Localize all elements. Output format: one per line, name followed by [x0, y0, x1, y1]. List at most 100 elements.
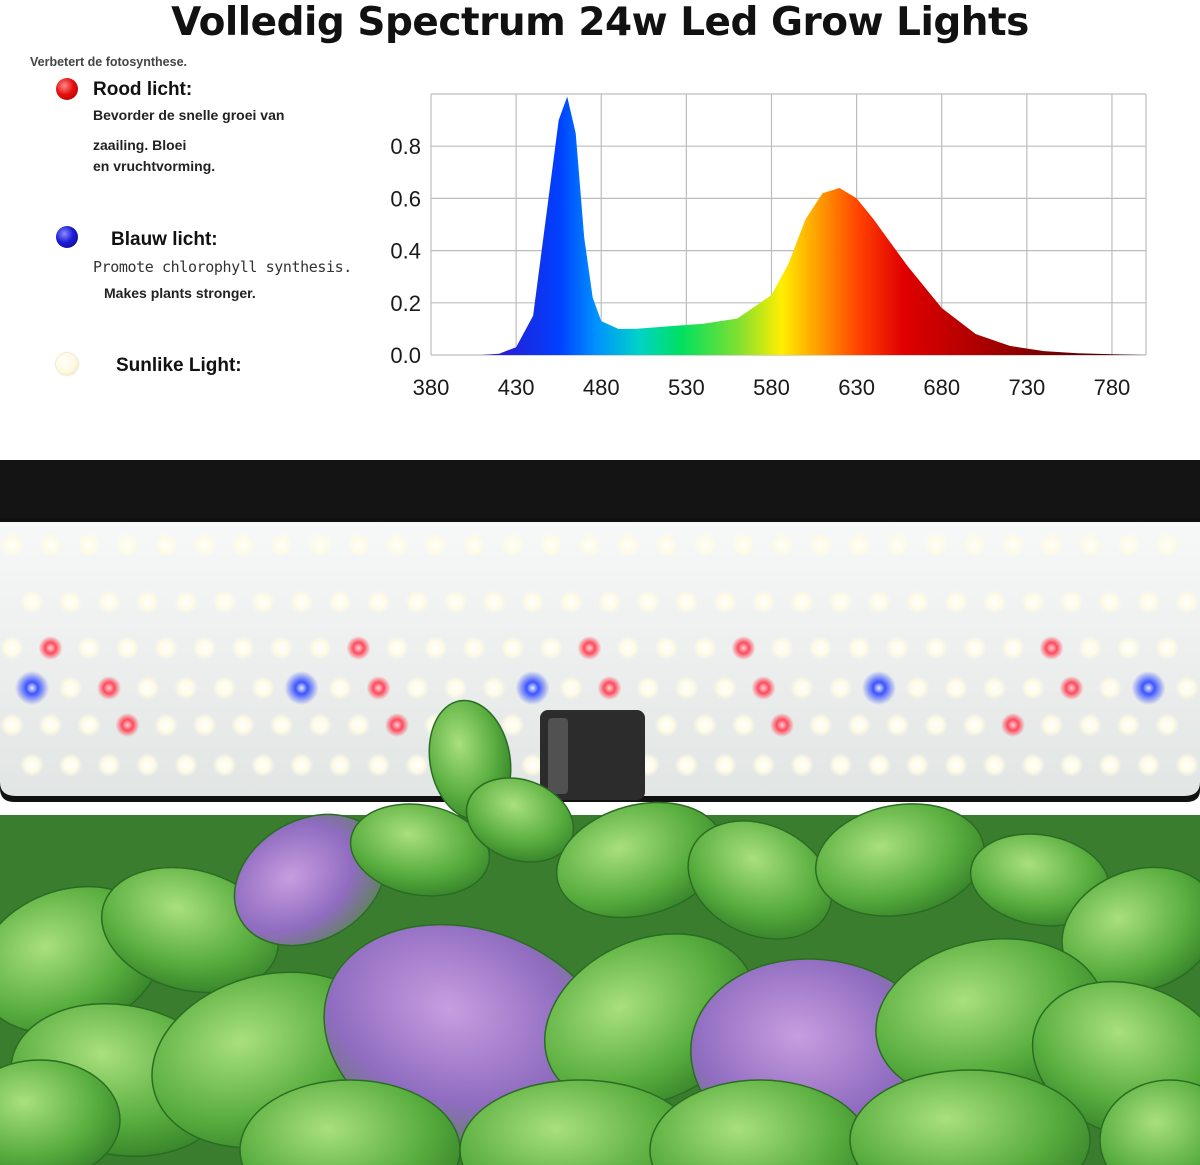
white-led	[405, 753, 429, 777]
white-led	[1021, 590, 1045, 614]
white-led	[97, 753, 121, 777]
white-led	[58, 676, 83, 700]
y-tick-label: 0.6	[390, 186, 421, 211]
x-tick-label: 530	[668, 375, 705, 400]
white-led	[962, 713, 987, 737]
basil-leaf	[349, 803, 491, 897]
white-led	[500, 713, 525, 737]
white-led	[770, 636, 794, 660]
red-led	[366, 676, 391, 700]
white-led	[269, 713, 294, 737]
white-led	[443, 590, 468, 614]
white-led	[328, 753, 352, 777]
white-led	[328, 676, 352, 700]
blue-led	[515, 671, 550, 705]
white-led	[828, 676, 853, 700]
white-led	[847, 713, 871, 737]
white-led	[1098, 753, 1122, 777]
white-led	[135, 753, 160, 777]
white-led	[462, 636, 486, 660]
sunlike-light-dot-icon	[56, 353, 78, 375]
white-led	[847, 636, 871, 660]
white-led	[1078, 713, 1102, 737]
red-led	[597, 676, 622, 700]
blue-light-description-line-1: Promote chlorophyll synthesis.	[93, 258, 352, 276]
white-led	[269, 636, 294, 660]
x-tick-label: 380	[413, 375, 450, 400]
red-light-description-line-3: en vruchtvorming.	[93, 158, 216, 174]
white-led	[212, 676, 237, 700]
white-led	[1021, 753, 1045, 777]
basil-leaf	[687, 820, 833, 940]
white-led	[1116, 636, 1141, 660]
white-led	[867, 753, 891, 777]
basil-leaf	[814, 803, 986, 917]
white-led	[482, 590, 506, 614]
white-led	[790, 676, 814, 700]
grow-light-photo	[0, 460, 1200, 1165]
white-led	[636, 676, 660, 700]
white-led	[1039, 533, 1064, 557]
white-led	[135, 676, 160, 700]
white-led	[366, 590, 391, 614]
white-led	[559, 590, 583, 614]
white-led	[251, 676, 275, 700]
white-led	[58, 753, 83, 777]
white-led	[174, 676, 198, 700]
white-led	[97, 590, 121, 614]
white-led	[212, 753, 237, 777]
white-led	[77, 713, 101, 737]
red-led	[770, 713, 794, 737]
white-led	[982, 676, 1007, 700]
white-led	[482, 676, 506, 700]
white-led	[520, 753, 545, 777]
white-led	[328, 590, 352, 614]
white-led	[423, 636, 448, 660]
white-led	[231, 533, 255, 557]
white-led	[1155, 533, 1179, 557]
white-led	[77, 636, 101, 660]
white-led	[385, 533, 409, 557]
white-led	[405, 676, 429, 700]
white-led	[731, 533, 756, 557]
white-led	[885, 713, 910, 737]
x-tick-label: 680	[923, 375, 960, 400]
white-led	[654, 636, 679, 660]
blue-light-description-line-2: Makes plants stronger.	[104, 285, 256, 301]
y-tick-label: 0.8	[390, 134, 421, 159]
white-led	[20, 590, 44, 614]
white-led	[1116, 533, 1141, 557]
white-led	[770, 533, 794, 557]
white-led	[1001, 636, 1025, 660]
white-led	[192, 713, 217, 737]
red-led	[577, 636, 602, 660]
white-led	[154, 533, 178, 557]
white-led	[713, 676, 737, 700]
blue-light-title: Blauw licht:	[111, 229, 218, 250]
white-led	[38, 713, 63, 737]
white-led	[346, 533, 371, 557]
white-led	[559, 676, 583, 700]
red-light-description-line-1: Bevorder de snelle groei van	[93, 107, 285, 123]
white-led	[713, 590, 737, 614]
white-led	[867, 590, 891, 614]
y-tick-labels: 0.0 0.2 0.4 0.6 0.8	[390, 134, 421, 368]
white-led	[962, 533, 987, 557]
white-led	[1078, 636, 1102, 660]
white-led	[0, 636, 24, 660]
white-led	[154, 636, 178, 660]
white-led	[790, 753, 814, 777]
white-led	[20, 753, 44, 777]
white-led	[520, 590, 545, 614]
white-led	[905, 676, 930, 700]
red-led	[385, 713, 409, 737]
white-led	[808, 636, 833, 660]
white-led	[1059, 590, 1084, 614]
x-tick-label: 630	[838, 375, 875, 400]
white-led	[192, 636, 217, 660]
white-led	[654, 533, 679, 557]
white-led	[731, 713, 756, 737]
white-led	[308, 713, 332, 737]
white-led	[790, 590, 814, 614]
white-led	[924, 533, 948, 557]
